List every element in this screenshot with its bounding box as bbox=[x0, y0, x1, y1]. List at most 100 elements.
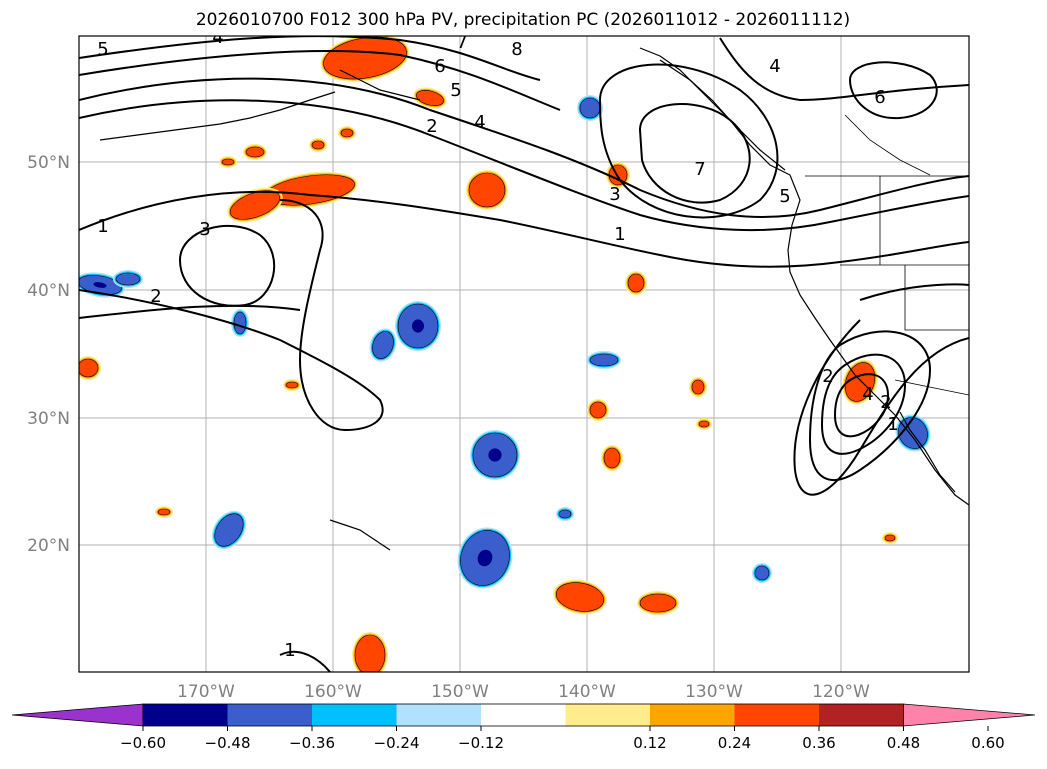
pv-contours bbox=[79, 36, 969, 672]
precip-positive-area-7 bbox=[79, 356, 101, 380]
contour-label: 8 bbox=[511, 39, 522, 60]
contour-label: 5 bbox=[97, 39, 108, 60]
pv-contour-high-inner bbox=[638, 103, 751, 204]
pv-contour-5-north bbox=[79, 36, 541, 81]
border-us-mexico bbox=[894, 379, 969, 396]
lon-label-120w: 120°W bbox=[812, 682, 870, 702]
precip-positive-area-10 bbox=[587, 399, 609, 421]
precip-positive-area-11 bbox=[601, 445, 623, 471]
colorbar-segment bbox=[734, 704, 819, 726]
colorbar: −0.60 −0.48 −0.36 −0.24 −0.12 0.12 0.24 0.36 0.4… bbox=[11, 703, 1036, 752]
precip-negative-area-28 bbox=[231, 309, 249, 337]
precip-anomaly-layer bbox=[79, 36, 931, 672]
pv-contour-sw-3 bbox=[820, 353, 907, 455]
contour-label: 7 bbox=[456, 32, 467, 53]
colorbar-segment bbox=[227, 704, 312, 726]
lon-label-140w: 140°W bbox=[558, 682, 616, 702]
precip-positive-area-21 bbox=[338, 126, 356, 140]
precip-negative-area-33 bbox=[895, 414, 931, 452]
border-alaska-canada bbox=[844, 114, 931, 176]
precip-positive-area-2 bbox=[262, 171, 358, 209]
colorbar-segment bbox=[650, 704, 735, 726]
colorbar-tick-label: 0.24 bbox=[718, 734, 751, 752]
contour-label: 3 bbox=[609, 184, 620, 205]
colorbar-tick-label: 0.48 bbox=[887, 734, 920, 752]
contour-label: 1 bbox=[97, 216, 108, 237]
lat-label-30n: 30°N bbox=[27, 409, 70, 429]
colorbar-tick-label: 0.60 bbox=[971, 734, 1004, 752]
pv-contour-sw-4 bbox=[833, 373, 890, 438]
pv-contour-2 bbox=[79, 77, 969, 218]
colorbar-segment bbox=[143, 704, 228, 726]
colorbar-tick-label: −0.36 bbox=[289, 734, 335, 752]
precip-negative-area-23 bbox=[395, 301, 441, 351]
map-area bbox=[79, 36, 969, 672]
precip-negative-area-31 bbox=[577, 95, 603, 121]
colorbar-tick-label: −0.48 bbox=[205, 734, 251, 752]
precip-positive-area-0 bbox=[320, 36, 410, 82]
precip-positive-area-20 bbox=[309, 138, 327, 152]
pv-contour-1-north bbox=[79, 190, 969, 268]
precip-negative-area-24 bbox=[369, 328, 397, 362]
lon-label-150w: 150°W bbox=[431, 682, 489, 702]
colorbar-extend-left bbox=[11, 703, 144, 727]
colorbar-tick-label: 0.36 bbox=[802, 734, 835, 752]
colorbar-tick-label: −0.60 bbox=[120, 734, 166, 752]
contour-label: 1 bbox=[614, 224, 625, 245]
precip-negative-area-32 bbox=[587, 351, 621, 369]
contour-label: 2 bbox=[822, 366, 833, 387]
precip-negative-area-27 bbox=[211, 510, 247, 550]
lon-label-170w: 170°W bbox=[177, 682, 235, 702]
precip-negative-area-34 bbox=[752, 563, 772, 583]
lat-label-50n: 50°N bbox=[27, 153, 70, 173]
pv-contour-2-south-b bbox=[79, 304, 301, 319]
lat-label-20n: 20°N bbox=[27, 536, 70, 556]
lon-labels: 170°W 160°W 150°W 140°W 130°W 120°W bbox=[177, 682, 870, 702]
contour-label: 7 bbox=[694, 159, 705, 180]
precip-positive-area-14 bbox=[155, 506, 173, 518]
lon-label-130w: 130°W bbox=[685, 682, 743, 702]
coastline-canada-islands bbox=[639, 47, 786, 171]
colorbar-segment bbox=[565, 704, 650, 726]
precip-positive-area-16 bbox=[637, 591, 679, 615]
precip-positive-area-3 bbox=[227, 187, 283, 223]
colorbar-extend-right bbox=[903, 703, 1036, 727]
contour-label: 6 bbox=[874, 87, 885, 108]
precip-positive-area-19 bbox=[219, 156, 237, 168]
precip-negative-area-26 bbox=[457, 527, 513, 589]
precip-positive-area-15 bbox=[553, 579, 607, 615]
contour-label: 4 bbox=[212, 27, 223, 48]
contour-label: 1 bbox=[284, 640, 295, 661]
lon-label-160w: 160°W bbox=[304, 682, 362, 702]
map-border bbox=[78, 35, 970, 673]
contour-label: 4 bbox=[474, 112, 485, 133]
lat-label-40n: 40°N bbox=[27, 281, 70, 301]
colorbar-tick-label: −0.12 bbox=[458, 734, 504, 752]
coastline-baja bbox=[899, 411, 956, 493]
pv-contour-east-4 bbox=[719, 37, 969, 102]
coastline-north-america bbox=[659, 59, 969, 506]
precip-positive-area-17 bbox=[352, 632, 388, 672]
precip-positive-area-6 bbox=[625, 271, 647, 295]
precip-positive-area-9 bbox=[689, 377, 707, 397]
precip-positive-area-22 bbox=[882, 532, 898, 544]
contour-label: 1 bbox=[887, 414, 898, 435]
political-borders bbox=[805, 114, 969, 396]
figure-title: 2026010700 F012 300 hPa PV, precipitatio… bbox=[196, 10, 850, 30]
pv-contour-sw-outer bbox=[793, 283, 969, 496]
contour-label: 3 bbox=[199, 219, 210, 240]
pv-contour-2-south bbox=[79, 199, 384, 432]
precip-positive-area-1 bbox=[413, 87, 447, 109]
contour-label: 5 bbox=[450, 80, 461, 101]
border-state-3 bbox=[904, 265, 969, 331]
contour-label: 4 bbox=[769, 56, 780, 77]
colorbar-segment bbox=[312, 704, 397, 726]
pv-contour-3-ring bbox=[178, 225, 276, 307]
colorbar-segment bbox=[396, 704, 481, 726]
precip-positive-area-12 bbox=[696, 418, 712, 430]
pv-contour-3 bbox=[79, 99, 969, 232]
colorbar-tick-label: −0.24 bbox=[374, 734, 420, 752]
